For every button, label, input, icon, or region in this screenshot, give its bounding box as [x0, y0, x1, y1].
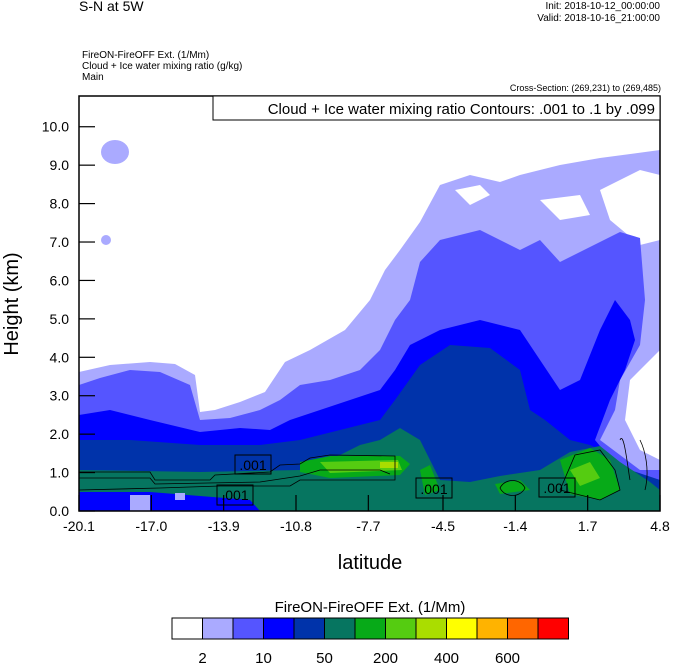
valid-time: Valid: 2018-10-16_21:00:00: [537, 13, 660, 24]
x-axis-label: latitude: [338, 552, 403, 574]
y-tick-label: 7.0: [50, 234, 70, 250]
y-axis: 0.0 1.0 2.0 3.0 4.0 5.0 6.0 7.0 8.0 9.0 10.0: [42, 119, 95, 519]
contour-fill-yellow-green: [380, 462, 398, 468]
contour-label: .001: [239, 457, 266, 473]
colorbar-swatch: [446, 617, 478, 640]
colorbar-swatch: [354, 617, 386, 640]
x-tick-label: 1.7: [578, 518, 598, 534]
colorbar-title: FireON-FireOFF Ext. (1/Mm): [275, 599, 466, 616]
field-label-mixing-ratio: Cloud + Ice water mixing ratio (g/kg): [82, 61, 243, 72]
contour-label: .001: [543, 480, 570, 496]
cross-section-label: Cross-Section: (269,231) to (269,485): [509, 83, 661, 93]
x-axis: -20.1 -17.0 -13.9 -10.8 -7.7 -4.5 -1.4 1.7 4.8: [63, 495, 670, 534]
colorbar-label: 200: [373, 650, 398, 667]
contour-lines: [79, 438, 648, 501]
y-tick-label: 9.0: [50, 157, 70, 173]
colorbar-swatch: [324, 617, 356, 640]
x-tick-label: 4.8: [650, 518, 670, 534]
y-tick-label: 8.0: [50, 196, 70, 212]
contour-info-text: Cloud + Ice water mixing ratio Contours:…: [268, 101, 655, 118]
field-label-extinction: FireON-FireOFF Ext. (1/Mm): [82, 50, 210, 61]
y-tick-label: 4.0: [50, 349, 70, 365]
colorbar-swatch: [171, 617, 203, 640]
colorbar-swatch: [537, 617, 569, 640]
x-tick-label: -20.1: [63, 518, 95, 534]
x-tick-label: -17.0: [135, 518, 167, 534]
colorbar-label: 2: [198, 650, 206, 667]
x-tick-label: -7.7: [356, 518, 380, 534]
contour-fill-lavender-patch: [101, 235, 111, 245]
contour-fill-lavender-patch: [101, 140, 129, 164]
colorbar-label: 400: [434, 650, 459, 667]
contour-fill-white-patch: [455, 170, 660, 460]
colorbar-swatch: [385, 617, 417, 640]
colorbar-label: 600: [495, 650, 520, 667]
plot-title: S-N at 5W: [79, 0, 144, 14]
domain-label: Main: [82, 72, 104, 83]
contour-fill-dark-blue: [79, 345, 660, 511]
y-axis-label: Height (km): [1, 252, 23, 355]
colorbar-swatch: [507, 617, 539, 640]
y-tick-label: 5.0: [50, 311, 70, 327]
colorbar-swatch: [202, 617, 234, 640]
filled-contours: [79, 96, 660, 511]
y-tick-label: 10.0: [42, 119, 69, 135]
y-tick-label: 0.0: [50, 503, 70, 519]
contour-label: .001: [221, 487, 248, 503]
contour-fill-lavender-bottom: [130, 493, 185, 511]
init-time: Init: 2018-10-12_00:00:00: [545, 1, 660, 12]
colorbar-swatch: [293, 617, 325, 640]
contour-fill-blue-bottom: [79, 492, 260, 511]
contour-line: [79, 454, 396, 491]
x-tick-label: -1.4: [503, 518, 527, 534]
x-tick-label: -4.5: [431, 518, 455, 534]
colorbar-swatch: [232, 617, 264, 640]
x-tick-label: -10.8: [280, 518, 312, 534]
contour-label: .001: [420, 481, 447, 497]
x-tick-label: -13.9: [208, 518, 240, 534]
contour-labels: .001 .001 .001 .001: [216, 454, 576, 506]
colorbar-swatch: [263, 617, 295, 640]
colorbar: 2 10 50 200 400 600: [171, 617, 569, 667]
y-tick-label: 2.0: [50, 426, 70, 442]
colorbar-swatch: [476, 617, 508, 640]
contour-line: [499, 438, 648, 501]
colorbar-label: 50: [316, 650, 333, 667]
contour-info-box: [212, 95, 661, 121]
colorbar-swatch: [415, 617, 447, 640]
y-tick-label: 6.0: [50, 272, 70, 288]
y-tick-label: 3.0: [50, 388, 70, 404]
colorbar-label: 10: [255, 650, 272, 667]
contour-line: [79, 469, 391, 485]
y-tick-label: 1.0: [50, 465, 70, 481]
